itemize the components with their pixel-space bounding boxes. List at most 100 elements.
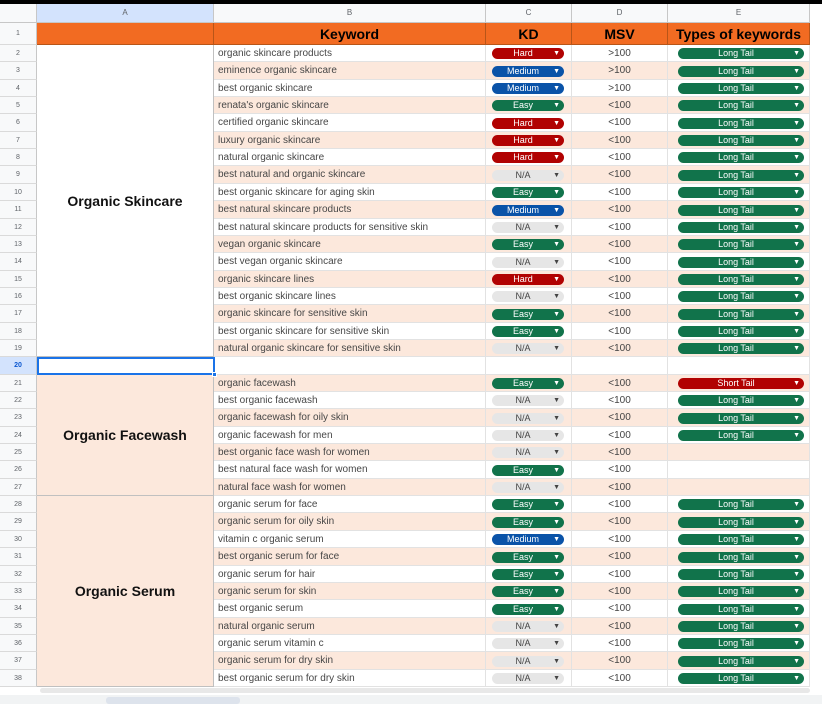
row-number[interactable]: 34 [0,600,37,618]
keyword-type-cell[interactable]: Short Tail ▼ [668,375,810,392]
keyword-cell[interactable]: vitamin c organic serum [214,531,486,548]
keyword-type-cell[interactable]: Long Tail ▼ [668,97,810,114]
row-number[interactable]: 11 [0,201,37,219]
msv-cell[interactable]: <100 [572,201,668,219]
keyword-cell[interactable]: organic serum vitamin c [214,635,486,652]
kd-dropdown-chip[interactable]: Medium ▼ [492,66,564,77]
keyword-cell[interactable]: natural organic serum [214,618,486,635]
merged-group-cell[interactable]: Organic Skincare [37,45,214,357]
row-number[interactable]: 31 [0,548,37,566]
keyword-type-cell[interactable]: Long Tail ▼ [668,600,810,618]
keyword-type-dropdown-chip[interactable]: Long Tail ▼ [678,83,804,94]
keyword-cell[interactable]: best natural skincare products [214,201,486,219]
kd-dropdown-chip[interactable]: N/A ▼ [492,395,564,406]
kd-dropdown-chip[interactable]: Hard ▼ [492,135,564,146]
select-all-corner[interactable] [0,4,37,23]
kd-cell[interactable]: Hard ▼ [486,45,572,62]
msv-cell[interactable]: <100 [572,219,668,236]
row-number[interactable]: 2 [0,45,37,62]
row-number[interactable]: 6 [0,114,37,132]
keyword-type-dropdown-chip[interactable]: Long Tail ▼ [678,517,804,528]
msv-cell[interactable]: <100 [572,548,668,566]
kd-cell[interactable]: Medium ▼ [486,62,572,80]
column-header-e[interactable]: E [668,4,810,23]
kd-cell[interactable]: Easy ▼ [486,513,572,531]
msv-cell[interactable]: <100 [572,566,668,583]
keyword-type-cell[interactable]: Long Tail ▼ [668,62,810,80]
keyword-type-dropdown-chip[interactable]: Long Tail ▼ [678,673,804,684]
keyword-type-dropdown-chip[interactable]: Long Tail ▼ [678,638,804,649]
msv-cell[interactable]: <100 [572,531,668,548]
keyword-type-dropdown-chip[interactable]: Long Tail ▼ [678,413,804,424]
keyword-type-dropdown-chip[interactable]: Long Tail ▼ [678,604,804,615]
row-number[interactable]: 19 [0,340,37,357]
row-number[interactable]: 20 [0,357,37,375]
kd-cell[interactable]: N/A ▼ [486,340,572,357]
keyword-cell[interactable]: organic serum for face [214,496,486,513]
keyword-type-dropdown-chip[interactable]: Long Tail ▼ [678,170,804,181]
keyword-cell[interactable]: organic facewash [214,375,486,392]
keyword-type-cell[interactable]: Long Tail ▼ [668,531,810,548]
keyword-type-dropdown-chip[interactable]: Long Tail ▼ [678,222,804,233]
keyword-cell[interactable]: organic facewash for oily skin [214,409,486,427]
kd-dropdown-chip[interactable]: N/A ▼ [492,413,564,424]
kd-cell[interactable]: Hard ▼ [486,114,572,132]
row-number[interactable]: 16 [0,288,37,305]
keyword-type-dropdown-chip[interactable]: Long Tail ▼ [678,326,804,337]
keyword-type-cell[interactable]: Long Tail ▼ [668,132,810,149]
kd-cell[interactable]: Easy ▼ [486,496,572,513]
keyword-type-cell[interactable]: Long Tail ▼ [668,409,810,427]
row-number[interactable]: 29 [0,513,37,531]
row-number[interactable]: 13 [0,236,37,253]
keyword-type-dropdown-chip[interactable]: Long Tail ▼ [678,48,804,59]
kd-cell[interactable]: N/A ▼ [486,288,572,305]
kd-dropdown-chip[interactable]: Easy ▼ [492,465,564,476]
keyword-cell[interactable]: best organic face wash for women [214,444,486,461]
kd-cell[interactable]: N/A ▼ [486,409,572,427]
msv-cell[interactable]: <100 [572,166,668,184]
keyword-type-dropdown-chip[interactable]: Long Tail ▼ [678,534,804,545]
kd-dropdown-chip[interactable]: N/A ▼ [492,291,564,302]
kd-dropdown-chip[interactable]: Easy ▼ [492,552,564,563]
keyword-cell[interactable]: organic skincare for sensitive skin [214,305,486,323]
keyword-cell[interactable]: eminence organic skincare [214,62,486,80]
keyword-type-cell[interactable]: Long Tail ▼ [668,618,810,635]
row-number[interactable]: 32 [0,566,37,583]
msv-cell[interactable]: >100 [572,80,668,97]
row-number[interactable]: 21 [0,375,37,392]
column-header-a[interactable]: A [37,4,214,23]
kd-dropdown-chip[interactable]: N/A ▼ [492,447,564,458]
row-number[interactable]: 38 [0,670,37,687]
keyword-cell[interactable]: best organic skincare [214,80,486,97]
row-number[interactable]: 23 [0,409,37,427]
header-types-of-keywords[interactable]: Types of keywords [668,23,810,45]
kd-cell[interactable]: N/A ▼ [486,427,572,444]
keyword-type-cell[interactable]: Long Tail ▼ [668,114,810,132]
keyword-cell[interactable] [214,357,486,375]
keyword-type-cell[interactable] [668,461,810,479]
keyword-type-dropdown-chip[interactable]: Long Tail ▼ [678,100,804,111]
row-number[interactable]: 7 [0,132,37,149]
horizontal-scrollbar[interactable] [40,688,810,693]
kd-cell[interactable]: Hard ▼ [486,132,572,149]
row-number[interactable]: 24 [0,427,37,444]
keyword-type-cell[interactable]: Long Tail ▼ [668,201,810,219]
row-number[interactable]: 22 [0,392,37,409]
keyword-cell[interactable]: best organic serum for dry skin [214,670,486,687]
keyword-type-dropdown-chip[interactable]: Long Tail ▼ [678,395,804,406]
keyword-type-dropdown-chip[interactable]: Long Tail ▼ [678,187,804,198]
keyword-cell[interactable]: best organic serum [214,600,486,618]
kd-cell[interactable]: N/A ▼ [486,444,572,461]
kd-dropdown-chip[interactable]: N/A ▼ [492,638,564,649]
kd-cell[interactable]: Medium ▼ [486,531,572,548]
kd-dropdown-chip[interactable]: N/A ▼ [492,673,564,684]
keyword-type-dropdown-chip[interactable]: Long Tail ▼ [678,152,804,163]
kd-dropdown-chip[interactable]: Easy ▼ [492,586,564,597]
keyword-type-cell[interactable]: Long Tail ▼ [668,166,810,184]
kd-cell[interactable]: N/A ▼ [486,635,572,652]
msv-cell[interactable]: <100 [572,340,668,357]
keyword-cell[interactable]: best organic skincare for aging skin [214,184,486,201]
kd-cell[interactable]: N/A ▼ [486,670,572,687]
kd-cell[interactable]: Easy ▼ [486,236,572,253]
kd-cell[interactable]: Easy ▼ [486,600,572,618]
